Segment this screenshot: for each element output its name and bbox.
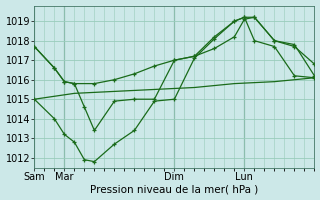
- X-axis label: Pression niveau de la mer( hPa ): Pression niveau de la mer( hPa ): [90, 184, 259, 194]
